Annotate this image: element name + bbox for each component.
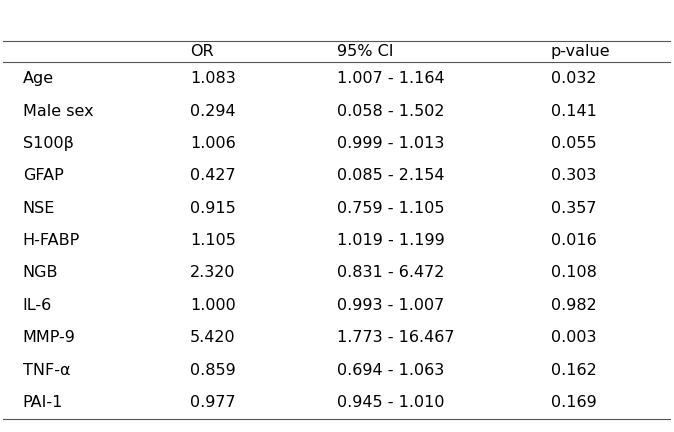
Text: 0.032: 0.032 — [551, 71, 596, 86]
Text: 1.019 - 1.199: 1.019 - 1.199 — [337, 233, 445, 248]
Text: 0.108: 0.108 — [551, 265, 596, 280]
Text: S100β: S100β — [23, 136, 73, 151]
Text: 5.420: 5.420 — [190, 330, 236, 345]
Text: 0.831 - 6.472: 0.831 - 6.472 — [337, 265, 444, 280]
Text: 0.162: 0.162 — [551, 362, 596, 378]
Text: PAI-1: PAI-1 — [23, 395, 63, 410]
Text: 0.058 - 1.502: 0.058 - 1.502 — [337, 104, 444, 118]
Text: 0.016: 0.016 — [551, 233, 596, 248]
Text: 1.083: 1.083 — [190, 71, 236, 86]
Text: NGB: NGB — [23, 265, 59, 280]
Text: 95% CI: 95% CI — [337, 44, 394, 59]
Text: 0.915: 0.915 — [190, 200, 236, 216]
Text: H-FABP: H-FABP — [23, 233, 80, 248]
Text: 1.000: 1.000 — [190, 298, 236, 313]
Text: MMP-9: MMP-9 — [23, 330, 75, 345]
Text: 0.945 - 1.010: 0.945 - 1.010 — [337, 395, 444, 410]
Text: 0.759 - 1.105: 0.759 - 1.105 — [337, 200, 444, 216]
Text: 0.999 - 1.013: 0.999 - 1.013 — [337, 136, 444, 151]
Text: 0.003: 0.003 — [551, 330, 596, 345]
Text: OR: OR — [190, 44, 214, 59]
Text: 0.294: 0.294 — [190, 104, 236, 118]
Text: p-value: p-value — [551, 44, 611, 59]
Text: TNF-α: TNF-α — [23, 362, 70, 378]
Text: 1.773 - 16.467: 1.773 - 16.467 — [337, 330, 454, 345]
Text: 0.141: 0.141 — [551, 104, 596, 118]
Text: 0.085 - 2.154: 0.085 - 2.154 — [337, 168, 444, 183]
Text: 0.055: 0.055 — [551, 136, 596, 151]
Text: GFAP: GFAP — [23, 168, 63, 183]
Text: Age: Age — [23, 71, 54, 86]
Text: Male sex: Male sex — [23, 104, 94, 118]
Text: 0.169: 0.169 — [551, 395, 596, 410]
Text: 2.320: 2.320 — [190, 265, 235, 280]
Text: NSE: NSE — [23, 200, 55, 216]
Text: 0.694 - 1.063: 0.694 - 1.063 — [337, 362, 444, 378]
Text: 0.982: 0.982 — [551, 298, 596, 313]
Text: 1.105: 1.105 — [190, 233, 236, 248]
Text: 0.977: 0.977 — [190, 395, 236, 410]
Text: 0.357: 0.357 — [551, 200, 596, 216]
Text: 0.859: 0.859 — [190, 362, 236, 378]
Text: 0.303: 0.303 — [551, 168, 596, 183]
Text: 0.427: 0.427 — [190, 168, 236, 183]
Text: 1.006: 1.006 — [190, 136, 236, 151]
Text: 1.007 - 1.164: 1.007 - 1.164 — [337, 71, 445, 86]
Text: IL-6: IL-6 — [23, 298, 52, 313]
Text: 0.993 - 1.007: 0.993 - 1.007 — [337, 298, 444, 313]
